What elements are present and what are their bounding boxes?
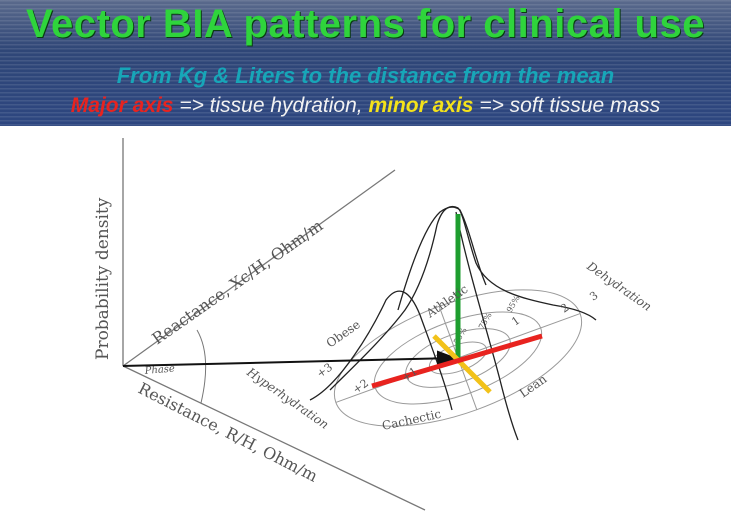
surface-back-curve [397,206,487,311]
tick-minus3: 3 [587,289,600,304]
pattern-cachectic: Cachectic [381,407,443,433]
banner-texture [0,0,731,126]
probability-axis-label: Probability density [93,197,113,360]
reactance-axis-label: Reactance, Xc/H, Ohm/m [148,216,326,349]
reactance-axis [122,169,396,367]
pattern-lean: Lean [517,372,550,401]
tick-plus3: +3 [314,361,335,381]
pattern-dehydration: Dehydration [583,258,654,313]
mean-vector-arrow [122,350,457,367]
pattern-athletic: Athletic [423,282,471,321]
major-axis-description: => tissue hydration, [173,94,369,117]
phase-label: Phase [143,363,175,377]
tick-plus2: +2 [350,377,371,397]
minor-axis-line [432,334,492,394]
major-axis-term: Major axis [70,94,174,117]
minor-axis-term: minor axis [368,94,474,117]
surface-side-curve [455,211,519,441]
slide-title: Vector BIA patterns for clinical use [26,2,705,46]
pattern-obese: Obese [324,317,363,350]
axes-explanation: Major axis => tissue hydration, minor ax… [0,94,731,118]
tick-plus1: +1 [399,365,420,385]
title-banner: Vector BIA patterns for clinical use Fro… [0,0,731,126]
major-axis-line [371,333,543,389]
probability-surface [309,205,597,441]
slide-subtitle: From Kg & Liters to the distance from th… [116,63,615,88]
minor-axis-description: => soft tissue mass [473,94,661,117]
resistance-axis [122,365,426,511]
phase-arc [196,329,207,404]
tick-minus1: 1 [509,314,522,329]
